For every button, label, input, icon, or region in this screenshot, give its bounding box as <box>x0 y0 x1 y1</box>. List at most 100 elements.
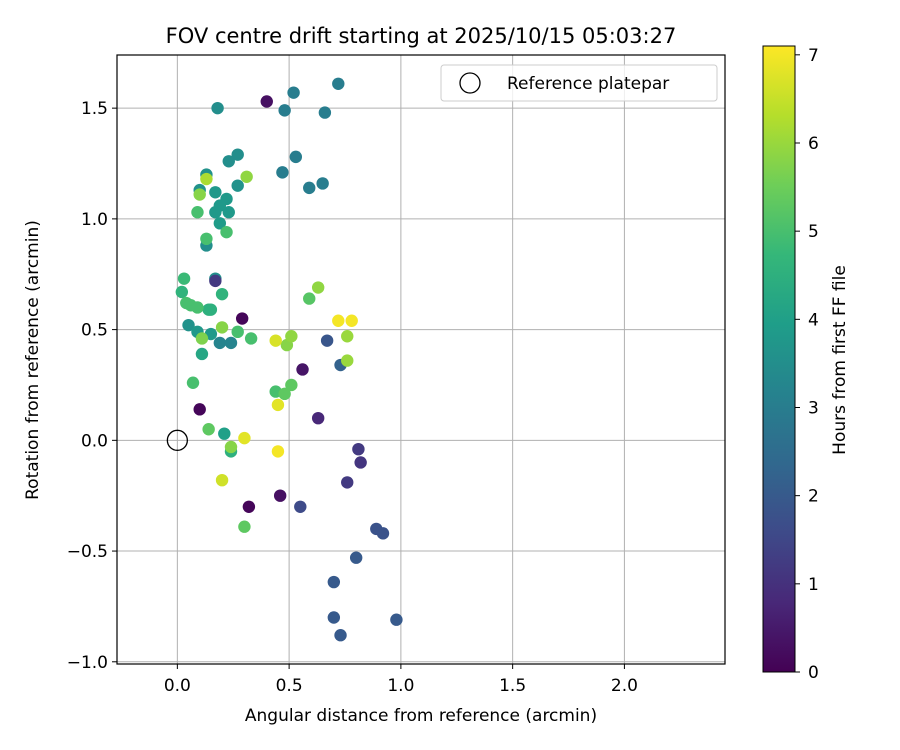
scatter-point <box>215 473 229 487</box>
scatter-point <box>327 611 341 624</box>
scatter-point <box>285 330 298 343</box>
scatter-point <box>177 272 191 285</box>
legend: Reference platepar <box>440 64 718 102</box>
colorbar-tick-label: 4 <box>808 310 819 330</box>
scatter-point <box>269 334 282 347</box>
plot-frame <box>116 54 726 665</box>
scatter-point <box>332 77 345 90</box>
scatter-point <box>222 155 235 168</box>
scatter-point <box>376 527 390 540</box>
scatter-point <box>195 332 209 345</box>
scatter-point <box>200 172 213 186</box>
scatter-point <box>191 206 204 219</box>
scatter-point <box>320 334 334 347</box>
scatter-point <box>271 445 285 458</box>
y-tick-label: −1.0 <box>67 653 108 673</box>
scatter-point <box>204 303 218 316</box>
x-tick-label: 0.0 <box>164 676 191 696</box>
scatter-point <box>240 170 253 183</box>
scatter-point <box>193 403 206 416</box>
scatter-point <box>218 427 231 440</box>
y-axis-ticks: −1.0 −0.5 0.0 0.5 1.0 1.5 <box>67 99 117 673</box>
data-points <box>175 77 403 642</box>
scatter-point <box>231 325 244 339</box>
scatter-point <box>273 489 287 502</box>
legend-box <box>440 64 718 102</box>
scatter-point <box>182 318 195 332</box>
scatter-point <box>327 575 341 589</box>
scatter-point <box>202 423 215 436</box>
scatter-point <box>345 314 358 327</box>
scatter-point <box>224 440 238 454</box>
scatter-point <box>186 376 200 389</box>
scatter-point <box>341 476 354 489</box>
scatter-point <box>260 95 273 108</box>
colorbar-tick-label: 2 <box>808 487 819 507</box>
colorbar-tick-label: 1 <box>808 575 819 595</box>
scatter-point <box>209 186 222 199</box>
colorbar-tick-label: 6 <box>808 134 819 154</box>
scatter-point <box>303 292 316 305</box>
scatter-point <box>294 500 307 513</box>
scatter-point <box>175 285 189 299</box>
x-tick-label: 2.0 <box>611 676 638 696</box>
scatter-point <box>278 387 291 401</box>
scatter-point <box>238 520 251 533</box>
scatter-point <box>303 181 316 195</box>
scatter-point <box>316 177 329 190</box>
y-axis-label: Rotation from reference (arcmin) <box>23 220 43 500</box>
scatter-point <box>390 613 403 626</box>
scatter-point <box>231 179 244 192</box>
scatter-point <box>211 101 224 115</box>
scatter-point <box>334 629 347 642</box>
y-tick-label: 0.0 <box>81 431 108 451</box>
x-tick-label: 1.0 <box>387 676 414 696</box>
scatter-point <box>215 287 229 301</box>
scatter-point <box>278 104 291 117</box>
scatter-point <box>238 431 251 445</box>
reference-marker-layer <box>166 429 189 451</box>
scatter-point <box>191 301 204 314</box>
scatter-point <box>231 148 244 161</box>
colorbar-tick-label: 3 <box>808 398 819 418</box>
scatter-point <box>296 363 309 376</box>
scatter-point <box>215 321 229 334</box>
scatter-point <box>242 500 256 513</box>
y-tick-label: −0.5 <box>67 542 108 562</box>
scatter-point <box>341 330 354 343</box>
scatter-point <box>271 398 285 412</box>
y-tick-label: 1.0 <box>81 210 108 230</box>
scatter-point <box>195 347 209 361</box>
scatter-point <box>235 312 249 325</box>
legend-marker-open-circle-icon <box>459 72 481 94</box>
x-tick-label: 0.5 <box>276 676 303 696</box>
scatter-point <box>311 411 325 425</box>
x-axis-ticks: 0.0 0.5 1.0 1.5 2.0 <box>164 664 638 696</box>
scatter-point <box>332 314 345 327</box>
reference-platepar-marker <box>166 429 189 451</box>
scatter-point <box>354 456 367 469</box>
scatter-point <box>224 336 238 350</box>
x-tick-label: 1.5 <box>499 676 526 696</box>
y-tick-label: 0.5 <box>81 321 108 341</box>
colorbar-tick-label: 5 <box>808 222 819 242</box>
scatter-point <box>352 442 365 456</box>
colorbar-tick-label: 0 <box>808 663 819 683</box>
legend-label: Reference platepar <box>507 74 669 94</box>
scatter-point <box>209 206 222 219</box>
scatter-point <box>318 106 332 119</box>
scatter-point <box>200 232 213 246</box>
plot-area <box>117 55 725 664</box>
scatter-point <box>213 336 227 350</box>
x-axis-label: Angular distance from reference (arcmin) <box>245 706 597 726</box>
colorbar-tick-label: 7 <box>808 46 819 66</box>
scatter-point <box>276 166 289 179</box>
y-tick-label: 1.5 <box>81 99 108 119</box>
chart-title: FOV centre drift starting at 2025/10/15 … <box>166 24 677 48</box>
scatter-point <box>193 188 206 201</box>
scatter-point <box>289 150 303 164</box>
scatter-point <box>349 551 363 564</box>
scatter-point <box>287 86 300 99</box>
scatter-point <box>213 217 227 230</box>
